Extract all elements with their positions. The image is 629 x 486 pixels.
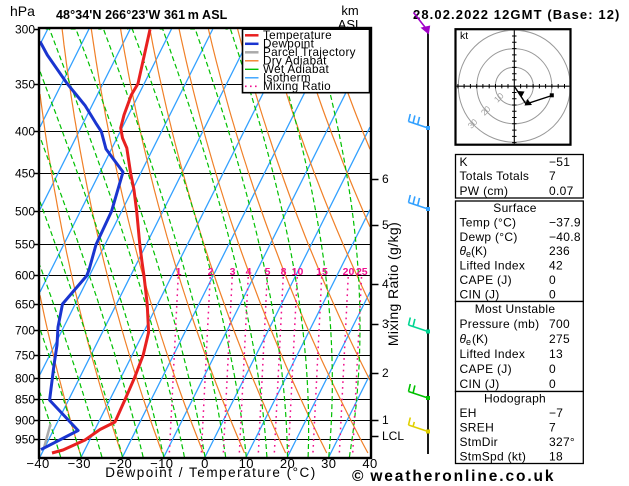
- svg-text:13: 13: [549, 347, 563, 361]
- svg-text:550: 550: [15, 238, 35, 252]
- svg-text:20: 20: [343, 266, 355, 278]
- svg-text:K: K: [460, 155, 468, 169]
- svg-text:8: 8: [281, 266, 287, 278]
- svg-text:Dewp (°C): Dewp (°C): [460, 230, 518, 244]
- svg-text:7: 7: [549, 421, 556, 435]
- svg-text:CIN (J): CIN (J): [460, 377, 500, 391]
- svg-text:236: 236: [549, 244, 570, 258]
- svg-text:28.02.2022 12GMT (Base: 12): 28.02.2022 12GMT (Base: 12): [413, 7, 620, 22]
- svg-text:0: 0: [549, 362, 556, 376]
- svg-text:LCL: LCL: [382, 429, 404, 443]
- svg-text:40: 40: [362, 456, 377, 471]
- svg-text:Pressure (mb): Pressure (mb): [460, 317, 540, 331]
- svg-text:42: 42: [549, 259, 563, 273]
- svg-text:0.07: 0.07: [549, 184, 574, 198]
- svg-text:Mixing Ratio (g/kg): Mixing Ratio (g/kg): [385, 222, 401, 346]
- svg-text:4: 4: [382, 277, 389, 291]
- svg-text:850: 850: [15, 393, 35, 407]
- svg-text:327°: 327°: [549, 435, 575, 449]
- svg-text:StmDir: StmDir: [460, 435, 498, 449]
- svg-text:20: 20: [280, 456, 295, 471]
- svg-text:−51: −51: [549, 155, 570, 169]
- svg-text:450: 450: [15, 167, 35, 181]
- svg-text:0: 0: [549, 377, 556, 391]
- svg-text:© weatheronline.co.uk: © weatheronline.co.uk: [352, 468, 555, 485]
- svg-text:−20: −20: [109, 456, 132, 471]
- svg-text:CAPE (J): CAPE (J): [460, 362, 512, 376]
- svg-text:Hodograph: Hodograph: [484, 392, 546, 406]
- svg-text:PW (cm): PW (cm): [460, 184, 509, 198]
- svg-text:10: 10: [239, 456, 254, 471]
- svg-text:Surface: Surface: [493, 201, 536, 215]
- svg-text:0: 0: [549, 273, 556, 287]
- svg-text:650: 650: [15, 298, 35, 312]
- svg-text:18: 18: [549, 449, 563, 463]
- svg-text:2: 2: [208, 266, 214, 278]
- svg-text:Lifted Index: Lifted Index: [460, 347, 526, 361]
- svg-text:km: km: [341, 3, 358, 18]
- svg-text:EH: EH: [460, 406, 477, 420]
- svg-text:Lifted Index: Lifted Index: [460, 259, 526, 273]
- svg-text:300: 300: [15, 23, 35, 37]
- svg-text:CAPE (J): CAPE (J): [460, 273, 512, 287]
- svg-text:ASL: ASL: [338, 17, 363, 32]
- svg-text:Temp (°C): Temp (°C): [460, 216, 517, 230]
- svg-text:25: 25: [356, 266, 368, 278]
- svg-text:7: 7: [549, 169, 556, 183]
- svg-text:θ: θ: [460, 332, 467, 346]
- svg-text:2: 2: [382, 366, 389, 380]
- svg-text:3: 3: [230, 266, 236, 278]
- svg-text:600: 600: [15, 269, 35, 283]
- svg-text:275: 275: [549, 332, 570, 346]
- svg-text:0: 0: [549, 287, 556, 301]
- svg-text:−10: −10: [150, 456, 173, 471]
- svg-text:Totals Totals: Totals Totals: [460, 169, 530, 183]
- svg-text:5: 5: [382, 218, 389, 232]
- svg-text:SREH: SREH: [460, 421, 495, 435]
- svg-text:30: 30: [321, 456, 336, 471]
- svg-text:6: 6: [382, 172, 389, 186]
- svg-text:350: 350: [15, 78, 35, 92]
- svg-text:3: 3: [382, 317, 389, 331]
- svg-text:4: 4: [246, 266, 252, 278]
- svg-text:500: 500: [15, 205, 35, 219]
- svg-text:48°34'N 266°23'W 361 m ASL: 48°34'N 266°23'W 361 m ASL: [56, 8, 228, 22]
- svg-text:(K): (K): [472, 332, 488, 346]
- svg-text:CIN (J): CIN (J): [460, 287, 500, 301]
- svg-text:5: 5: [265, 266, 271, 278]
- svg-text:750: 750: [15, 349, 35, 363]
- svg-text:0: 0: [201, 456, 209, 471]
- svg-text:θ: θ: [460, 244, 467, 258]
- svg-text:1: 1: [382, 413, 389, 427]
- svg-text:−37.9: −37.9: [549, 216, 581, 230]
- svg-text:15: 15: [316, 266, 328, 278]
- svg-text:hPa: hPa: [10, 3, 35, 19]
- svg-text:Isotherm: Isotherm: [263, 72, 311, 85]
- svg-text:Parcel Trajectory: Parcel Trajectory: [263, 46, 356, 59]
- svg-text:−40.8: −40.8: [549, 230, 581, 244]
- svg-text:−40: −40: [26, 456, 49, 471]
- svg-text:800: 800: [15, 372, 35, 386]
- svg-text:400: 400: [15, 125, 35, 139]
- svg-text:StmSpd (kt): StmSpd (kt): [460, 449, 527, 463]
- svg-text:Dewpoint / Temperature (°C): Dewpoint / Temperature (°C): [105, 465, 316, 480]
- svg-text:Most Unstable: Most Unstable: [475, 302, 556, 316]
- svg-text:900: 900: [15, 414, 35, 428]
- svg-text:e: e: [466, 249, 471, 259]
- svg-text:−30: −30: [68, 456, 91, 471]
- svg-text:−7: −7: [549, 406, 563, 420]
- svg-text:700: 700: [15, 324, 35, 338]
- svg-text:Dry Adiabat: Dry Adiabat: [263, 55, 327, 68]
- svg-text:Dewpoint: Dewpoint: [263, 38, 315, 51]
- svg-text:10: 10: [292, 266, 304, 278]
- svg-text:Wet Adiabat: Wet Adiabat: [263, 63, 330, 76]
- svg-text:Temperature: Temperature: [263, 29, 332, 42]
- svg-text:e: e: [466, 337, 471, 347]
- svg-text:Mixing Ratio: Mixing Ratio: [263, 80, 331, 93]
- svg-text:950: 950: [15, 433, 35, 447]
- svg-text:1: 1: [176, 266, 182, 278]
- svg-text:(K): (K): [471, 244, 487, 258]
- svg-text:700: 700: [549, 317, 570, 331]
- svg-text:kt: kt: [460, 30, 468, 42]
